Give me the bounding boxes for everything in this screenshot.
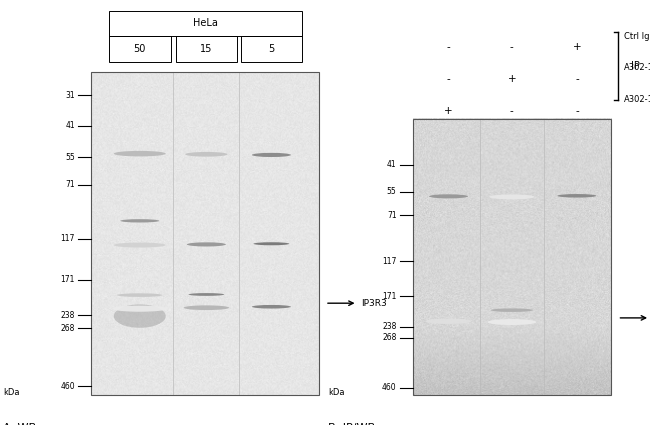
Text: 460: 460 [382,383,396,392]
Text: -: - [447,42,450,53]
Text: -: - [447,74,450,85]
Text: Ctrl IgG: Ctrl IgG [624,31,650,41]
Bar [413,119,611,395]
Text: -: - [510,106,514,116]
Text: 171: 171 [60,275,75,284]
Bar [240,36,302,62]
Text: kDa: kDa [328,388,344,397]
Ellipse shape [488,319,536,325]
Text: 268: 268 [382,333,396,342]
Bar [91,72,318,395]
Text: +: + [444,106,453,116]
Text: IP: IP [630,61,640,71]
Text: 117: 117 [60,234,75,243]
Text: 171: 171 [382,292,396,301]
Ellipse shape [558,194,597,198]
Ellipse shape [491,309,533,312]
Text: 31: 31 [65,91,75,100]
Ellipse shape [426,318,471,324]
Ellipse shape [254,242,289,245]
Ellipse shape [489,195,534,199]
Text: A302-160A: A302-160A [624,63,650,73]
Text: 50: 50 [133,44,146,54]
Text: A. WB: A. WB [3,423,36,425]
Text: 41: 41 [387,160,396,169]
Text: 238: 238 [382,322,396,332]
Text: 268: 268 [60,323,75,332]
Ellipse shape [188,293,224,296]
Ellipse shape [183,306,229,310]
Ellipse shape [252,305,291,309]
Ellipse shape [185,152,227,157]
Text: 460: 460 [60,382,75,391]
Bar [176,36,237,62]
Ellipse shape [114,151,166,156]
Text: HeLa: HeLa [193,18,218,28]
Ellipse shape [429,194,468,198]
Text: -: - [510,42,514,53]
Text: -: - [575,106,578,116]
Text: 5: 5 [268,44,274,54]
Ellipse shape [112,306,168,312]
Text: 15: 15 [200,44,213,54]
Text: 71: 71 [65,180,75,189]
Ellipse shape [120,219,159,223]
Text: +: + [573,42,581,53]
Text: 71: 71 [387,211,396,220]
Text: B. IP/WB: B. IP/WB [328,423,376,425]
Bar [109,11,302,36]
Text: +: + [508,74,516,85]
Text: 238: 238 [60,311,75,320]
Text: kDa: kDa [3,388,20,397]
Ellipse shape [114,304,166,328]
Ellipse shape [187,242,226,246]
Text: A302-159A: A302-159A [624,95,650,105]
Bar [109,36,170,62]
Text: IP3R3: IP3R3 [361,299,387,308]
Text: 117: 117 [382,257,396,266]
Text: 55: 55 [65,153,75,162]
Ellipse shape [117,293,162,297]
Ellipse shape [114,243,166,247]
Text: 55: 55 [387,187,396,196]
Text: 41: 41 [65,121,75,130]
Ellipse shape [252,153,291,157]
Text: -: - [575,74,578,85]
